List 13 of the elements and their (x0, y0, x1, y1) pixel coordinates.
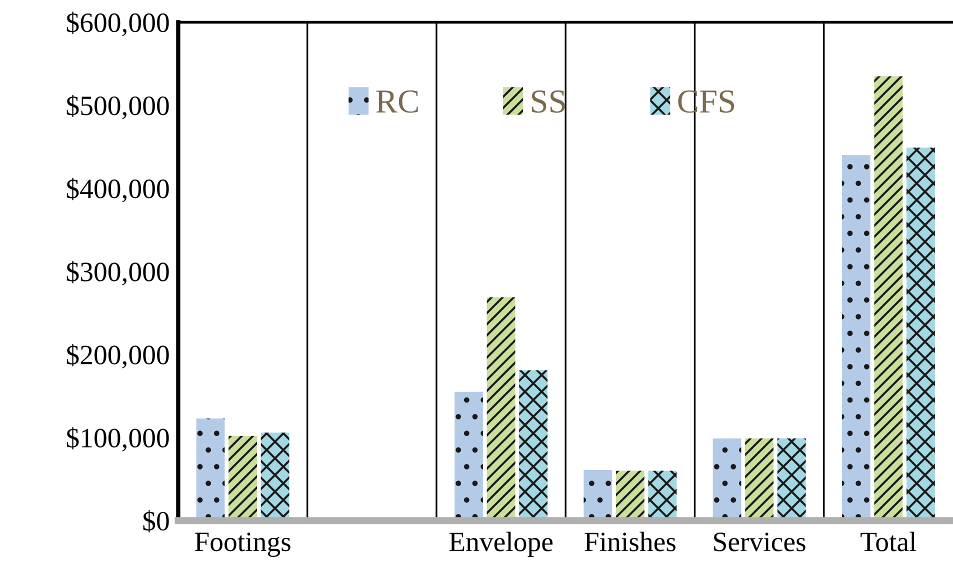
y-tick-label: $600,000 (66, 12, 169, 36)
x-tick-label: Footings (194, 532, 290, 557)
y-tick-label: $200,000 (66, 344, 169, 368)
y-tick-label: $300,000 (66, 260, 169, 286)
x-tick-label: Total (860, 532, 916, 552)
x-tick-label: Services (714, 532, 806, 552)
y-tick-label: $100,000 (66, 427, 169, 452)
x-tick-label: Finishes (584, 532, 676, 552)
y-tick-label: $500,000 (66, 94, 169, 120)
legend-label: RC (376, 90, 418, 113)
x-tick-label: Envelope (449, 532, 553, 557)
y-tick-label: $400,000 (66, 178, 169, 202)
y-tick-label: $0 (143, 510, 169, 532)
